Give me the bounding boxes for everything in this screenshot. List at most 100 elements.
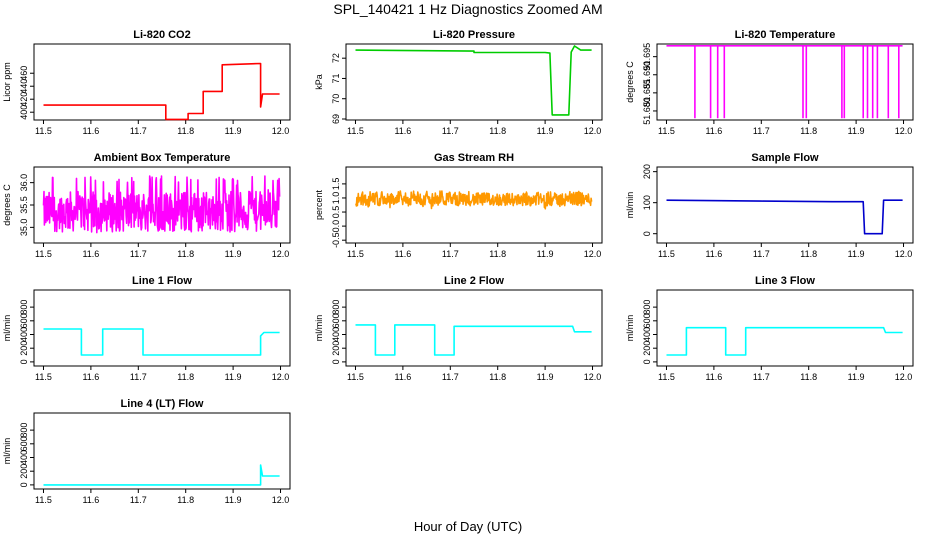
y-tick-label: 0 bbox=[642, 231, 652, 236]
x-tick-label: 11.5 bbox=[35, 249, 52, 259]
plot-frame bbox=[345, 289, 603, 367]
y-axis-label: Licor ppm bbox=[2, 62, 12, 102]
y-tick-label: 35.0 bbox=[19, 219, 29, 237]
x-tick-label: 11.5 bbox=[658, 249, 675, 259]
x-tick-label: 11.6 bbox=[82, 126, 99, 136]
y-tick-label: -0.5 bbox=[331, 232, 341, 248]
x-tick-label: 11.5 bbox=[658, 372, 675, 382]
x-tick-label: 11.8 bbox=[177, 372, 194, 382]
series-line bbox=[355, 190, 593, 210]
y-axis-label: ml/min bbox=[314, 315, 324, 342]
x-tick-label: 11.8 bbox=[177, 126, 194, 136]
panel-title: Li-820 Temperature bbox=[735, 29, 836, 41]
panel-title: Li-820 Pressure bbox=[433, 29, 515, 41]
figure-title: SPL_140421 1 Hz Diagnostics Zoomed AM bbox=[333, 1, 602, 17]
x-tick-label: 11.7 bbox=[130, 126, 147, 136]
x-tick-label: 11.9 bbox=[225, 126, 242, 136]
x-tick-label: 11.5 bbox=[35, 126, 52, 136]
x-tick-label: 11.8 bbox=[800, 126, 817, 136]
x-tick-label: 11.9 bbox=[537, 372, 554, 382]
y-tick-label: 800 bbox=[19, 423, 29, 438]
x-tick-label: 11.8 bbox=[800, 372, 817, 382]
y-axis-label: degrees C bbox=[2, 184, 12, 226]
y-axis-label: percent bbox=[314, 189, 324, 220]
y-tick-label: 800 bbox=[19, 300, 29, 315]
series-line bbox=[355, 45, 592, 116]
x-tick-label: 11.7 bbox=[442, 249, 459, 259]
x-tick-label: 11.6 bbox=[82, 249, 99, 259]
y-tick-label: 800 bbox=[331, 300, 341, 315]
x-tick-label: 11.7 bbox=[130, 495, 147, 505]
panel-2: Li-820 Pressure kPa 11.5 11.6 11.7 11.8 11.9 12… bbox=[314, 29, 603, 136]
series-line bbox=[666, 45, 903, 119]
y-tick-label: 200 bbox=[642, 164, 652, 179]
plot-frame bbox=[33, 412, 291, 490]
x-tick-label: 12.0 bbox=[272, 126, 290, 136]
series-line bbox=[666, 326, 903, 356]
panel-8: Line 2 Flow ml/min 11.5 11.6 11.7 11.8 11.9 12.… bbox=[314, 275, 603, 382]
plot-frame bbox=[656, 166, 914, 244]
y-tick-label: 69 bbox=[331, 114, 341, 124]
plot-frame bbox=[345, 43, 603, 121]
panels: Li-820 CO2 Licor ppm 11.5 11.6 11.7 11.8 11.9 1… bbox=[2, 29, 914, 505]
panel-title: Line 4 (LT) Flow bbox=[121, 398, 204, 410]
y-tick-label: 400 bbox=[19, 327, 29, 342]
y-tick-label: 51.695 bbox=[642, 43, 652, 71]
x-tick-label: 11.6 bbox=[705, 126, 722, 136]
y-tick-label: 100 bbox=[642, 195, 652, 210]
y-tick-label: 400 bbox=[331, 327, 341, 342]
panel-title: Line 3 Flow bbox=[755, 275, 815, 287]
x-tick-label: 11.5 bbox=[658, 126, 675, 136]
panel-title: Line 2 Flow bbox=[444, 275, 504, 287]
x-tick-label: 11.7 bbox=[753, 249, 770, 259]
y-tick-label: 36.0 bbox=[19, 174, 29, 192]
x-tick-label: 11.8 bbox=[489, 126, 506, 136]
x-tick-label: 11.5 bbox=[347, 126, 364, 136]
x-tick-label: 11.8 bbox=[489, 372, 506, 382]
x-tick-label: 12.0 bbox=[895, 372, 913, 382]
plot-frame bbox=[345, 166, 603, 244]
y-tick-label: 0.5 bbox=[331, 206, 341, 219]
x-tick-label: 11.8 bbox=[800, 249, 817, 259]
x-tick-label: 11.6 bbox=[82, 372, 99, 382]
x-tick-label: 11.5 bbox=[347, 249, 364, 259]
y-axis-label: ml/min bbox=[625, 192, 635, 219]
x-tick-label: 12.0 bbox=[584, 249, 602, 259]
x-tick-label: 11.7 bbox=[753, 372, 770, 382]
figure-x-label: Hour of Day (UTC) bbox=[414, 519, 522, 534]
panel-title: Gas Stream RH bbox=[434, 152, 514, 164]
y-axis-label: ml/min bbox=[2, 438, 12, 465]
panel-title: Sample Flow bbox=[751, 152, 819, 164]
y-axis-label: ml/min bbox=[625, 315, 635, 342]
y-tick-label: 600 bbox=[19, 436, 29, 451]
y-tick-label: 200 bbox=[19, 341, 29, 356]
x-tick-label: 11.8 bbox=[177, 495, 194, 505]
y-tick-label: 1.0 bbox=[331, 192, 341, 205]
x-tick-label: 12.0 bbox=[272, 495, 290, 505]
x-tick-label: 11.8 bbox=[489, 249, 506, 259]
x-tick-label: 11.6 bbox=[394, 126, 411, 136]
y-tick-label: 0 bbox=[331, 359, 341, 364]
plot-frame bbox=[656, 289, 914, 367]
y-tick-label: 460 bbox=[19, 66, 29, 81]
x-tick-label: 11.5 bbox=[35, 372, 52, 382]
x-tick-label: 11.6 bbox=[82, 495, 99, 505]
y-tick-label: 600 bbox=[19, 313, 29, 328]
y-tick-label: 600 bbox=[331, 313, 341, 328]
series-line bbox=[43, 328, 280, 356]
panel-7: Line 1 Flow ml/min 11.5 11.6 11.7 11.8 11.9 12.… bbox=[2, 275, 291, 382]
panel-title: Li-820 CO2 bbox=[133, 29, 190, 41]
series-line bbox=[43, 62, 280, 121]
x-tick-label: 12.0 bbox=[272, 372, 290, 382]
y-tick-label: 71 bbox=[331, 73, 341, 83]
y-axis-label: kPa bbox=[314, 74, 324, 90]
y-tick-label: 51.680 bbox=[642, 97, 652, 125]
x-tick-label: 11.5 bbox=[35, 495, 52, 505]
plot-frame bbox=[33, 43, 291, 121]
y-tick-label: 35.5 bbox=[19, 196, 29, 214]
series-line bbox=[355, 324, 592, 356]
panel-3: Li-820 Temperature degrees C 11.5 11.6 11.7 1… bbox=[625, 29, 914, 136]
y-axis-label: ml/min bbox=[2, 315, 12, 342]
y-tick-label: 200 bbox=[19, 464, 29, 479]
